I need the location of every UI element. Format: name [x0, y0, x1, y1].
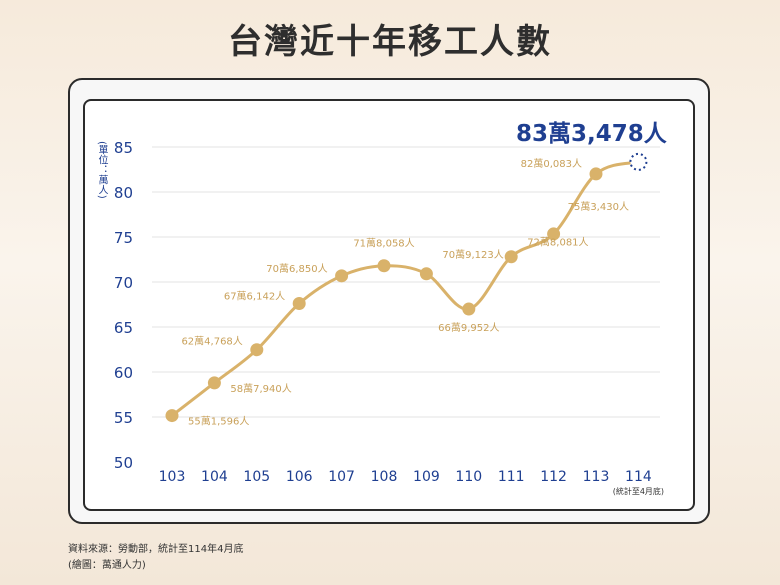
latest-total-callout: 83萬3,478人	[516, 121, 667, 147]
data-point	[165, 409, 179, 423]
data-label: 70萬9,123人	[442, 248, 503, 261]
y-tick-label: 60	[114, 364, 133, 382]
y-tick-label: 55	[114, 409, 133, 427]
data-label: 82萬0,083人	[521, 157, 582, 170]
x-tick-label: 104	[201, 469, 228, 485]
data-point	[589, 167, 603, 181]
data-label: 58萬7,940人	[230, 382, 291, 395]
x-tick-label: 108	[371, 469, 398, 485]
chart-panel	[83, 99, 695, 511]
data-point	[377, 259, 391, 273]
data-point	[207, 376, 221, 390]
unit-label: (單位：萬人)	[96, 141, 107, 199]
data-point	[504, 250, 518, 264]
x-tick-label: 105	[243, 469, 270, 485]
y-tick-label: 50	[114, 454, 133, 472]
y-tick-label: 85	[114, 139, 133, 157]
x-tick-label: 106	[286, 469, 313, 485]
data-label: 75萬3,430人	[568, 200, 629, 213]
data-label: 71萬8,058人	[353, 237, 414, 250]
x-tick-label: 112	[540, 469, 567, 485]
data-point	[462, 302, 476, 316]
x-tick-label: 114	[625, 469, 652, 485]
y-tick-label: 65	[114, 319, 133, 337]
data-point	[292, 296, 306, 310]
data-label: 66萬9,952人	[438, 321, 499, 334]
data-label: 70萬6,850人	[266, 262, 327, 275]
source-note: 資料來源：勞動部，統計至114年4月底	[68, 544, 244, 555]
data-label: 72萬8,081人	[527, 236, 588, 249]
last-year-note: (統計至4月底)	[613, 486, 664, 496]
data-label: 67萬6,142人	[224, 289, 285, 302]
credit-note: (繪圖：萬通人力)	[68, 560, 146, 571]
y-tick-label: 70	[114, 274, 133, 292]
data-label: 62萬4,768人	[181, 335, 242, 348]
x-tick-label: 107	[328, 469, 355, 485]
y-tick-label: 80	[114, 184, 133, 202]
data-point	[419, 267, 433, 281]
data-point-latest	[629, 152, 648, 171]
data-point	[335, 269, 349, 283]
x-tick-label: 109	[413, 469, 440, 485]
y-tick-label: 75	[114, 229, 133, 247]
data-point	[250, 343, 264, 357]
data-point	[547, 227, 561, 241]
series-line	[171, 160, 639, 417]
x-tick-label: 111	[498, 469, 525, 485]
data-label: 55萬1,596人	[188, 415, 249, 428]
x-tick-label: 103	[159, 469, 186, 485]
chart-title: 台灣近十年移工人數	[228, 22, 552, 62]
x-tick-label: 113	[583, 469, 610, 485]
x-tick-label: 110	[455, 469, 482, 485]
